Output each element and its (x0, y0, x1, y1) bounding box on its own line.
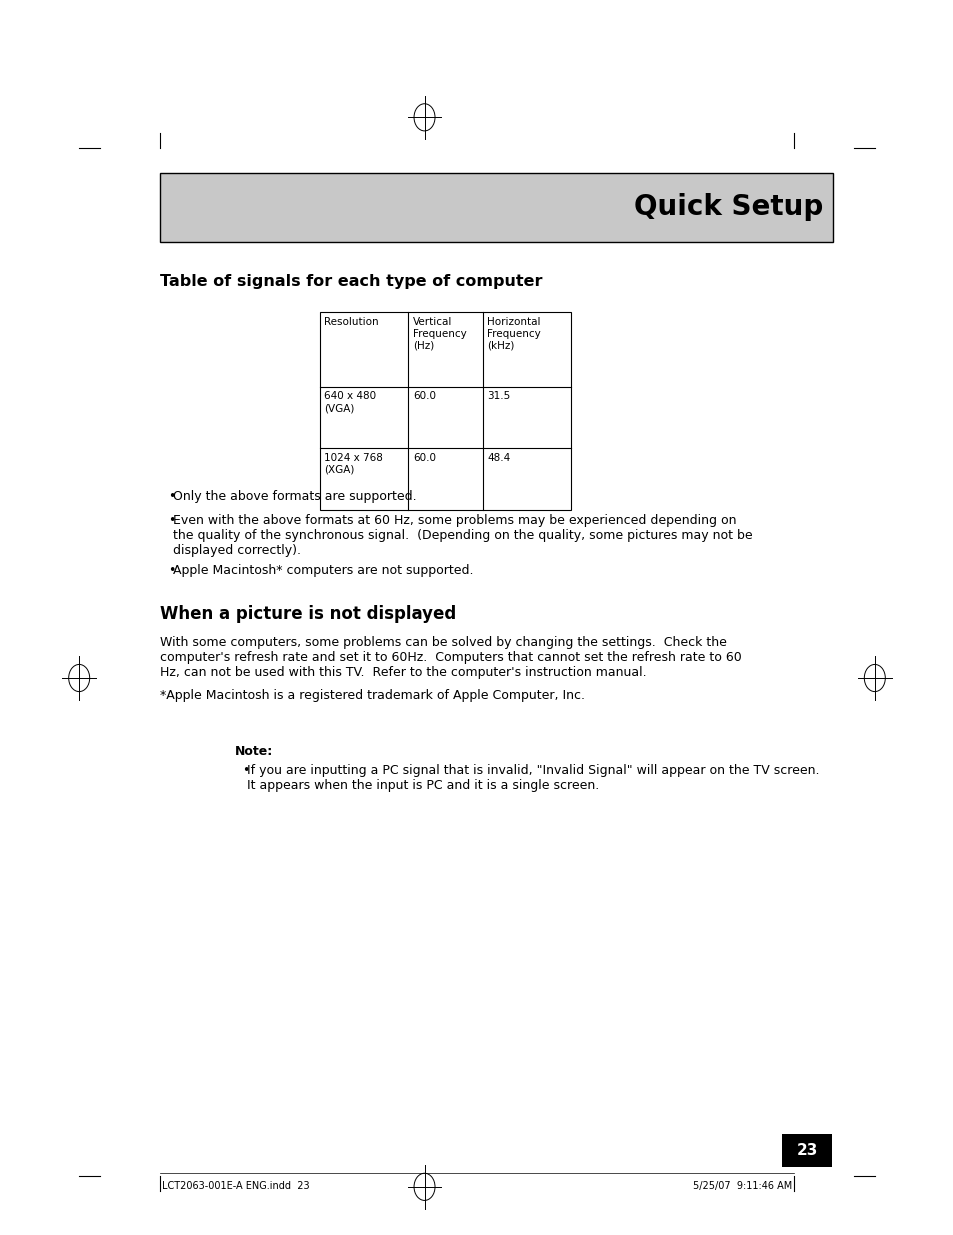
Text: LCT2063-001E-A ENG.indd  23: LCT2063-001E-A ENG.indd 23 (162, 1181, 310, 1191)
Text: Horizontal
Frequency
(kHz): Horizontal Frequency (kHz) (487, 317, 540, 351)
Text: Table of signals for each type of computer: Table of signals for each type of comput… (160, 274, 542, 289)
Text: With some computers, some problems can be solved by changing the settings.  Chec: With some computers, some problems can b… (160, 636, 741, 679)
Text: Apple Macintosh* computers are not supported.: Apple Macintosh* computers are not suppo… (172, 564, 473, 578)
Bar (160, 173, 832, 242)
Text: •: • (168, 490, 175, 504)
Text: Quick Setup: Quick Setup (634, 194, 822, 221)
Text: 48.4: 48.4 (487, 453, 510, 463)
Text: When a picture is not displayed: When a picture is not displayed (160, 605, 456, 624)
Text: Note:: Note: (234, 745, 273, 758)
Bar (781, 1134, 831, 1167)
Text: *Apple Macintosh is a registered trademark of Apple Computer, Inc.: *Apple Macintosh is a registered tradema… (160, 689, 584, 703)
Text: 23: 23 (796, 1142, 817, 1158)
Text: •: • (242, 764, 250, 778)
Text: Vertical
Frequency
(Hz): Vertical Frequency (Hz) (413, 317, 466, 351)
Text: Resolution: Resolution (324, 317, 378, 327)
Text: 640 x 480
(VGA): 640 x 480 (VGA) (324, 391, 376, 412)
Text: 60.0: 60.0 (413, 453, 436, 463)
Text: 5/25/07  9:11:46 AM: 5/25/07 9:11:46 AM (692, 1181, 791, 1191)
Text: Even with the above formats at 60 Hz, some problems may be experienced depending: Even with the above formats at 60 Hz, so… (172, 514, 752, 557)
Text: 31.5: 31.5 (487, 391, 510, 401)
Text: If you are inputting a PC signal that is invalid, "Invalid Signal" will appear o: If you are inputting a PC signal that is… (247, 764, 819, 793)
Text: 1024 x 768
(XGA): 1024 x 768 (XGA) (324, 453, 383, 474)
Text: 60.0: 60.0 (413, 391, 436, 401)
Text: •: • (168, 564, 175, 578)
Bar (319, 312, 571, 510)
Text: Only the above formats are supported.: Only the above formats are supported. (172, 490, 416, 504)
Text: •: • (168, 514, 175, 527)
